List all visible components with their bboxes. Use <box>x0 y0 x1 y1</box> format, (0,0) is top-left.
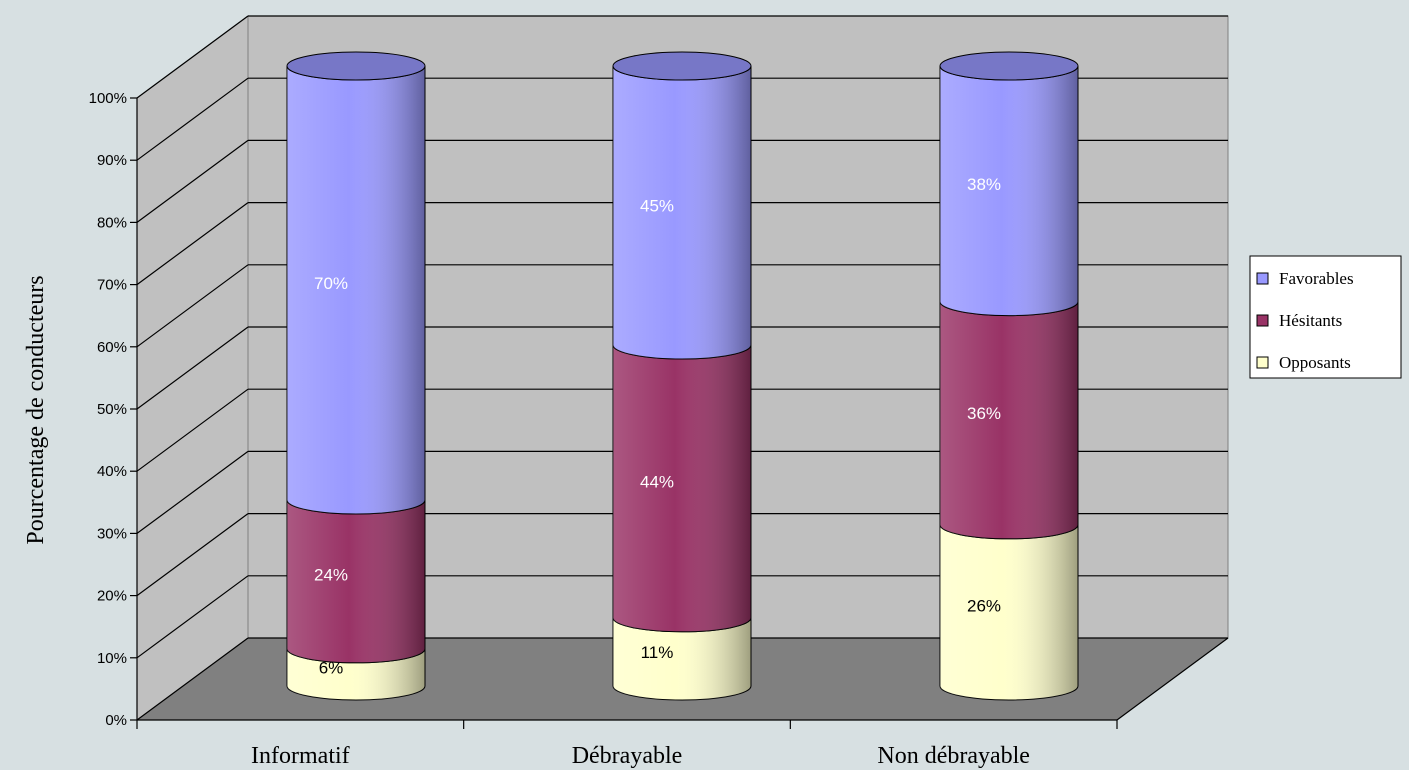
x-tick-label: Non débrayable <box>877 743 1030 769</box>
data-label: 11% <box>641 643 674 662</box>
y-tick-label: 100% <box>89 90 127 107</box>
y-tick-label: 90% <box>97 152 127 169</box>
y-tick-label: 70% <box>97 277 127 294</box>
data-label: 36% <box>967 404 1001 423</box>
bar-shading <box>613 345 751 632</box>
gridline <box>136 264 249 348</box>
legend-label: Favorables <box>1279 269 1354 288</box>
legend-label: Hésitants <box>1279 311 1342 330</box>
bar-top-cap <box>286 51 426 81</box>
x-tick-label: Informatif <box>251 743 350 769</box>
y-tick-label: 80% <box>97 214 127 231</box>
legend-swatch <box>1256 356 1269 369</box>
floor-edge-line <box>1116 637 1229 721</box>
legend-item-favorables: Favorables <box>1256 269 1354 288</box>
bar-shading <box>287 648 425 700</box>
bar-shading <box>613 617 751 700</box>
legend-item-hesitants: Hésitants <box>1256 311 1342 330</box>
y-tick-label: 50% <box>97 401 127 418</box>
bar-segment-hesitants-informatif <box>286 499 426 664</box>
y-tick-labels: 0% 10% 20% 30% 40% 50% 60% 70% 80% 90% 100% <box>89 90 127 729</box>
x-tick-labels: Informatif Débrayable Non débrayable <box>251 743 1030 769</box>
bar-segment-favorables-non-debrayable <box>939 51 1079 317</box>
data-label: 26% <box>967 596 1001 615</box>
bar-shading <box>940 524 1078 700</box>
gridline <box>136 326 249 410</box>
bar-segment-favorables-informatif <box>286 51 426 515</box>
bar-shading <box>613 66 751 359</box>
legend-label: Opposants <box>1279 353 1351 372</box>
axes <box>130 97 1229 729</box>
bar-segment-hesitants-non-debrayable <box>939 301 1079 540</box>
y-tick-label: 60% <box>97 339 127 356</box>
gridline <box>136 77 249 161</box>
gridline <box>136 450 249 534</box>
data-label: 44% <box>640 472 674 491</box>
data-label: 38% <box>967 175 1001 194</box>
bar-shading <box>940 66 1078 316</box>
y-tick-label: 0% <box>105 712 127 729</box>
x-tick-label: Débrayable <box>572 743 683 769</box>
bar-shading <box>940 301 1078 539</box>
gridline <box>136 388 249 472</box>
y-tick-label: 10% <box>97 650 127 667</box>
gridline <box>136 637 249 721</box>
bar-shading <box>287 66 425 514</box>
gridline <box>136 202 249 286</box>
gridline <box>136 139 249 223</box>
bar-top-cap <box>612 51 752 81</box>
data-labels: 6% 24% 70% 11% 44% 45% 26% 36% 38% <box>314 175 1001 678</box>
bar-informatif <box>286 51 426 701</box>
legend-box <box>1249 255 1402 379</box>
y-tick-label: 40% <box>97 463 127 480</box>
gridline <box>136 513 249 597</box>
y-tick-label: 20% <box>97 588 127 605</box>
y-axis-label: Pourcentage de conducteurs <box>23 275 49 544</box>
bars <box>286 51 1079 701</box>
bar-debrayable <box>612 51 752 701</box>
data-label: 24% <box>314 565 348 584</box>
bar-non-debrayable <box>939 51 1079 701</box>
bar-segment-hesitants-debrayable <box>612 344 752 633</box>
bar-segment-opposants-debrayable <box>612 617 752 701</box>
bar-segment-opposants-non-debrayable <box>939 524 1079 701</box>
gridline <box>136 15 249 99</box>
data-label: 6% <box>319 658 344 677</box>
gridline <box>136 575 249 659</box>
legend-item-opposants: Opposants <box>1256 353 1351 372</box>
bar-segment-favorables-debrayable <box>612 51 752 360</box>
bar-shading <box>287 500 425 663</box>
bar-segment-opposants-informatif <box>286 648 426 701</box>
legend-swatch <box>1256 272 1269 285</box>
data-label: 45% <box>640 197 674 216</box>
y-tick-label: 30% <box>97 525 127 542</box>
bar-top-cap <box>939 51 1079 81</box>
legend-swatch <box>1256 314 1269 327</box>
data-label: 70% <box>314 274 348 293</box>
legend: Favorables Hésitants Opposants <box>1249 255 1402 379</box>
